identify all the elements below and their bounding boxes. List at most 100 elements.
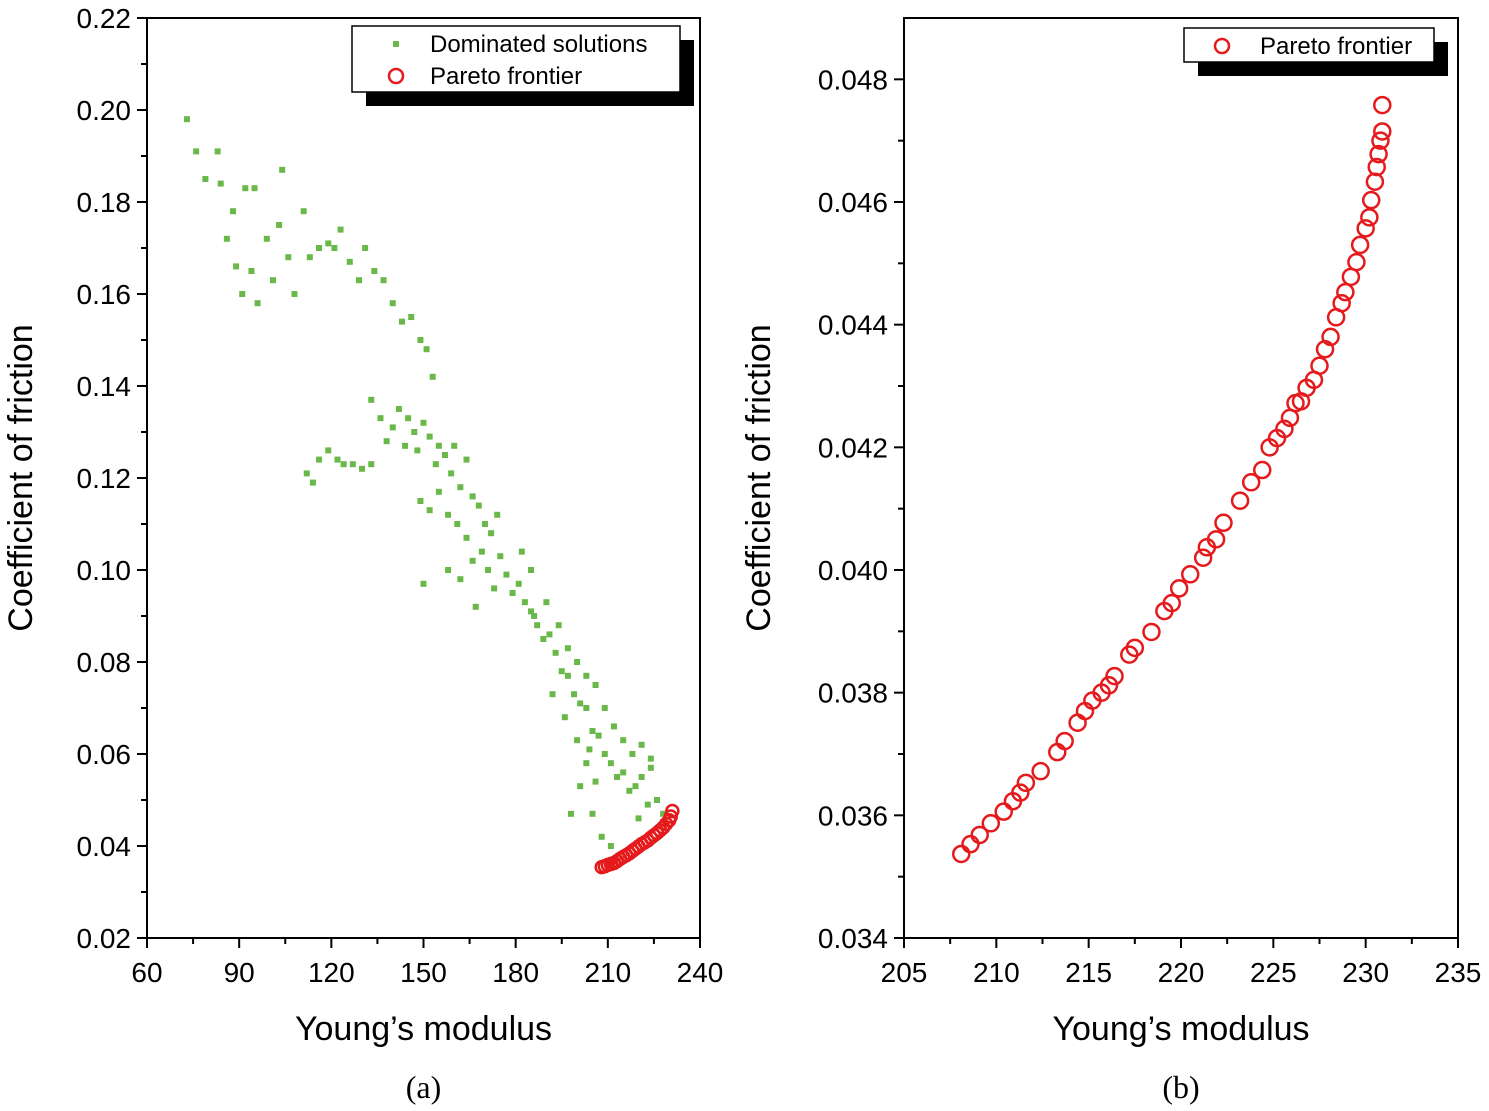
data-point xyxy=(577,700,584,707)
data-point xyxy=(306,254,313,261)
data-point xyxy=(303,470,310,477)
data-point xyxy=(601,751,608,757)
data-point xyxy=(1230,491,1250,510)
data-point xyxy=(239,291,246,297)
data-point xyxy=(1371,131,1390,150)
data-point xyxy=(291,291,298,297)
data-point xyxy=(583,760,590,767)
data-point xyxy=(970,825,989,845)
data-point xyxy=(540,636,547,642)
data-point xyxy=(217,180,224,187)
data-point xyxy=(1214,513,1233,533)
data-point xyxy=(1365,172,1385,192)
y-tick-label: 0.10 xyxy=(77,555,132,586)
data-point xyxy=(1356,219,1375,238)
data-point xyxy=(362,245,369,251)
x-tick-label: 90 xyxy=(224,957,255,988)
plot-frame xyxy=(146,17,701,939)
legend-label: Pareto frontier xyxy=(1260,33,1412,60)
data-point xyxy=(497,553,504,560)
legend-marker xyxy=(1213,37,1231,55)
data-point xyxy=(1321,327,1340,347)
data-point xyxy=(1347,252,1366,272)
data-point xyxy=(472,603,479,610)
data-point xyxy=(1361,190,1381,210)
data-point xyxy=(349,461,356,468)
legend-label: Pareto frontier xyxy=(430,63,582,90)
data-point xyxy=(577,783,584,790)
data-point xyxy=(660,810,667,817)
y-tick-label: 0.06 xyxy=(77,739,132,770)
data-point xyxy=(398,318,405,325)
data-point xyxy=(555,622,562,629)
data-point xyxy=(481,521,488,527)
data-point xyxy=(451,442,458,449)
plot-frame xyxy=(903,17,1459,939)
data-point xyxy=(1031,761,1050,781)
data-point xyxy=(442,452,449,458)
data-point xyxy=(183,116,190,123)
y-tick-label: 0.036 xyxy=(818,800,888,831)
data-point xyxy=(457,576,464,583)
y-tick-label: 0.20 xyxy=(77,95,132,126)
data-point xyxy=(561,714,568,721)
data-point xyxy=(644,801,651,808)
data-point xyxy=(1369,144,1388,164)
y-tick-label: 0.04 xyxy=(77,831,132,862)
data-point xyxy=(620,737,627,744)
data-point xyxy=(355,277,362,284)
data-point xyxy=(193,148,200,155)
y-axis-title: Coefficient of friction xyxy=(2,324,40,631)
data-point xyxy=(469,493,476,500)
data-point xyxy=(589,810,596,817)
data-point xyxy=(420,580,427,587)
data-point xyxy=(469,557,476,564)
y-axis-title: Coefficient of friction xyxy=(740,324,778,631)
data-point xyxy=(346,258,353,265)
data-point xyxy=(546,631,553,638)
x-axis-title: Young’s modulus xyxy=(295,1010,552,1048)
data-point xyxy=(402,442,409,449)
data-point xyxy=(233,263,240,270)
data-point xyxy=(534,622,541,629)
data-point xyxy=(325,447,332,454)
data-point xyxy=(607,760,614,767)
data-point xyxy=(571,691,578,698)
data-point xyxy=(607,843,614,849)
data-point xyxy=(574,737,581,744)
data-point xyxy=(521,599,528,606)
y-tick-label: 0.034 xyxy=(818,923,888,954)
data-point xyxy=(242,185,249,192)
data-point xyxy=(325,240,332,247)
data-point xyxy=(491,585,498,592)
data-point xyxy=(377,415,384,422)
data-point xyxy=(635,815,642,822)
data-point xyxy=(432,461,439,468)
chart-panel-2: 205 210 215 220 225 230 235 0.034 0.036 0.038 0.04… xyxy=(740,17,1482,1105)
data-point xyxy=(380,277,387,284)
data-point xyxy=(543,599,550,606)
data-point xyxy=(632,783,639,790)
x-tick-label: 120 xyxy=(308,957,355,988)
data-point xyxy=(592,778,599,785)
data-point xyxy=(665,803,680,819)
data-point xyxy=(1360,208,1379,227)
legend-box xyxy=(1183,27,1435,63)
data-point xyxy=(1367,157,1386,177)
x-tick-label: 235 xyxy=(1435,957,1482,988)
data-point xyxy=(1068,713,1087,732)
panel-label: (b) xyxy=(1162,1069,1199,1105)
data-point xyxy=(1193,548,1213,567)
data-point xyxy=(389,424,396,431)
y-tick-label: 0.22 xyxy=(77,3,132,34)
y-tick-label: 0.08 xyxy=(77,647,132,678)
data-point xyxy=(1206,530,1226,549)
data-point xyxy=(1169,579,1189,598)
data-point xyxy=(574,659,581,665)
data-point xyxy=(254,300,261,307)
data-point xyxy=(331,245,338,251)
data-point xyxy=(368,461,375,468)
y-tick-label: 0.040 xyxy=(818,555,888,586)
data-point xyxy=(475,502,482,509)
